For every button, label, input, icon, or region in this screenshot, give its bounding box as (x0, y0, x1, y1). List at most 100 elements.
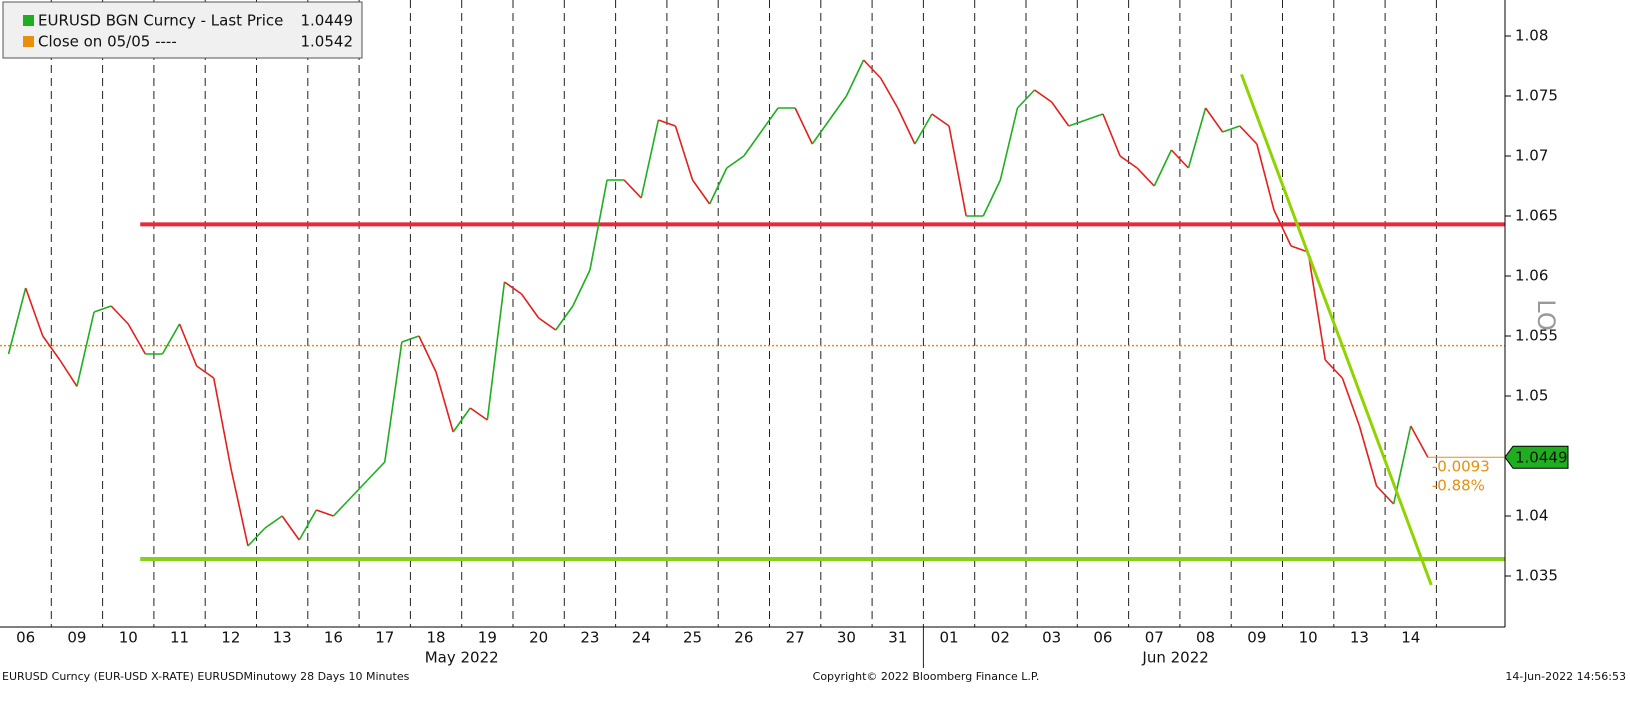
price-segment (1358, 425, 1378, 487)
x-tick-label: 25 (683, 629, 702, 647)
price-segment (1136, 167, 1155, 187)
x-tick-label: 02 (991, 629, 1010, 647)
price-segment (999, 107, 1019, 181)
x-tick-label: 30 (837, 629, 856, 647)
price-segment (1119, 155, 1138, 169)
y-tick-label: 1.075 (1515, 87, 1558, 105)
price-segment (1222, 125, 1241, 133)
legend-box (2, 1, 363, 59)
price-segment (418, 335, 437, 373)
price-segment (1341, 377, 1361, 427)
x-tick-label: 27 (786, 629, 805, 647)
price-segment (1239, 125, 1258, 145)
y-tick-label: 1.06 (1515, 267, 1548, 285)
x-tick-label: 10 (119, 629, 138, 647)
y-tick-label: 1.05 (1515, 387, 1548, 405)
month-label: Jun 2022 (1141, 649, 1208, 667)
price-segment (1068, 119, 1087, 127)
price-segment (264, 515, 283, 529)
price-segment (1187, 107, 1207, 169)
x-tick-label: 16 (324, 629, 343, 647)
price-segment (1034, 89, 1053, 103)
change-value: -0.0093 (1432, 458, 1490, 476)
price-segment (127, 323, 147, 355)
price-segment (982, 179, 1002, 217)
price-tag (1504, 445, 1569, 469)
price-segment (743, 131, 762, 157)
price-segment (691, 179, 711, 205)
price-segment (7, 287, 27, 355)
price-segment (316, 509, 334, 517)
y-tick-label: 1.065 (1515, 207, 1558, 225)
legend-swatch (23, 36, 34, 47)
x-tick-label: 13 (273, 629, 292, 647)
price-segment (879, 77, 899, 109)
price-segment (1050, 101, 1070, 127)
legend-label: EURUSD BGN Curncy - Last Price (38, 12, 283, 30)
price-segment (178, 323, 198, 367)
x-tick-label: 03 (1042, 629, 1061, 647)
price-segment (726, 155, 745, 169)
price-segment (281, 515, 300, 541)
price-segment (658, 119, 676, 127)
price-segment (196, 365, 215, 379)
x-tick-label: 23 (580, 629, 599, 647)
month-label: May 2022 (425, 649, 499, 667)
price-segment (1410, 425, 1429, 458)
x-tick-label: 20 (529, 629, 548, 647)
price-segment (76, 311, 95, 387)
price-segment (110, 305, 129, 325)
x-tick-label: 07 (1145, 629, 1164, 647)
price-segment (1016, 89, 1036, 109)
legend-value: 1.0542 (301, 33, 354, 51)
price-segment (794, 107, 813, 145)
y-tick-label: 1.08 (1515, 27, 1548, 45)
price-segment (1273, 209, 1292, 247)
y-tick-label: 1.055 (1515, 327, 1558, 345)
price-segment (931, 113, 950, 127)
price-segment (42, 335, 61, 361)
price-segment (93, 305, 112, 313)
price-segment (1153, 149, 1173, 187)
footer-center: Copyright© 2022 Bloomberg Finance L.P. (813, 670, 1040, 683)
x-tick-label: 06 (16, 629, 35, 647)
price-segment (503, 281, 523, 295)
price-segment (1324, 359, 1343, 379)
price-segment (59, 359, 78, 387)
footer-right: 14-Jun-2022 14:56:53 (1505, 670, 1626, 683)
x-tick-label: 08 (1196, 629, 1215, 647)
price-segment (897, 107, 916, 145)
y-tick-label: 1.04 (1515, 507, 1548, 525)
price-segment (948, 125, 967, 217)
price-segment (367, 461, 386, 481)
x-tick-label: 06 (1093, 629, 1112, 647)
price-segment (298, 509, 318, 541)
price-segment (1204, 107, 1224, 133)
price-segment (212, 377, 232, 469)
price-segment (486, 281, 506, 421)
footer-left: EURUSD Curncy (EUR-USD X-RATE) EURUSDMin… (2, 670, 410, 683)
price-segment (572, 269, 591, 307)
price-segment (760, 107, 779, 133)
x-tick-label: 14 (1401, 629, 1420, 647)
x-tick-label: 17 (375, 629, 394, 647)
side-label: LO (1532, 299, 1560, 330)
x-tick-label: 09 (67, 629, 86, 647)
x-tick-label: 12 (221, 629, 240, 647)
x-tick-label: 19 (478, 629, 497, 647)
price-segment (914, 113, 933, 145)
trend-line (1240, 73, 1433, 586)
price-segment (230, 467, 249, 547)
price-segment (555, 305, 574, 331)
price-segment (247, 527, 266, 547)
price-segment (589, 179, 608, 271)
price-segment (1085, 113, 1104, 121)
price-segment (1256, 143, 1275, 211)
x-tick-label: 24 (632, 629, 651, 647)
price-segment (520, 293, 540, 319)
price-segment (1170, 149, 1190, 169)
price-segment (811, 119, 831, 145)
price-segment (845, 59, 865, 97)
price-segment (1307, 251, 1327, 361)
